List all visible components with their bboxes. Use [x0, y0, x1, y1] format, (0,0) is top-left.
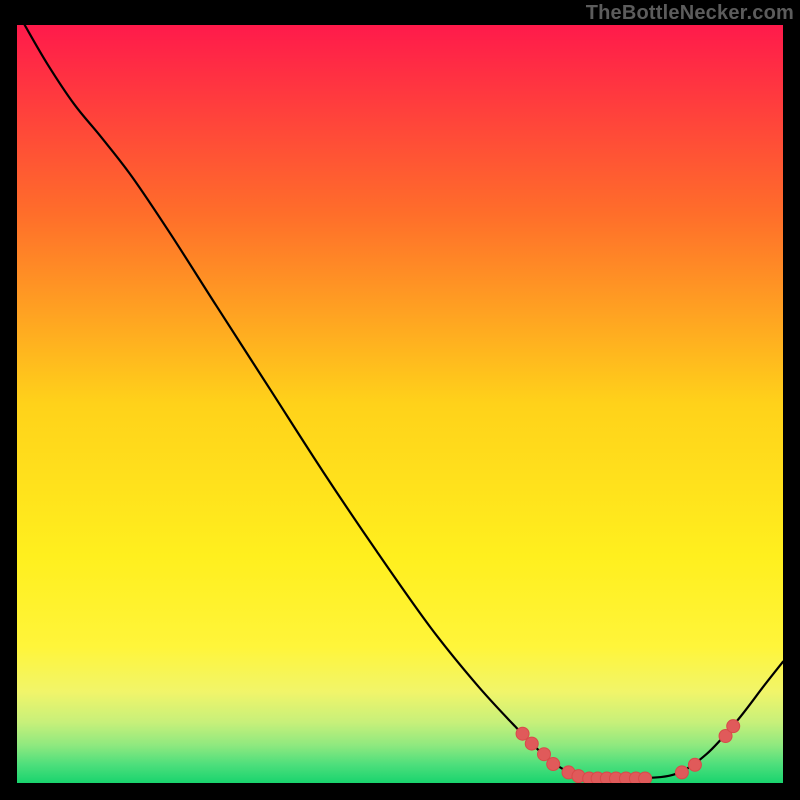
chart-svg: [17, 25, 783, 783]
gradient-background: [17, 25, 783, 783]
data-marker: [675, 766, 688, 779]
watermark-text: TheBottleNecker.com: [586, 2, 794, 25]
data-marker: [525, 737, 538, 750]
plot-area: [17, 25, 783, 783]
data-marker: [727, 720, 740, 733]
data-marker: [516, 727, 529, 740]
chart-frame: TheBottleNecker.com: [0, 0, 800, 800]
data-marker: [639, 772, 652, 783]
data-marker: [688, 758, 701, 771]
data-marker: [538, 748, 551, 761]
data-marker: [547, 758, 560, 771]
